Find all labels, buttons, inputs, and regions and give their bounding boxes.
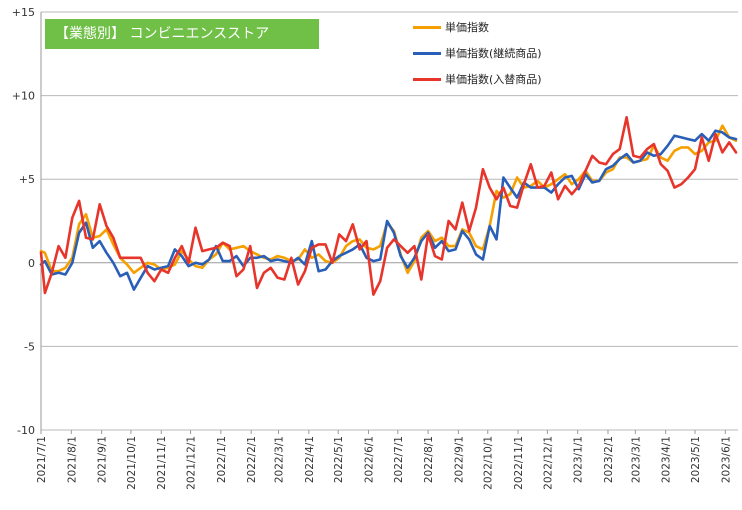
series-lines: [39, 116, 738, 296]
chart-title: 【業態別】 コンビニエンスストア: [45, 19, 319, 49]
x-tick-label: 2022/4/1: [304, 436, 316, 483]
x-tick-label: 2022/8/1: [423, 436, 435, 483]
legend-item-continuing-products: 単価指数(継続商品): [413, 40, 542, 66]
legend-label: 単価指数(入替商品): [445, 73, 542, 86]
x-tick-label: 2023/4/1: [661, 436, 673, 483]
x-tick-label: 2022/11/1: [513, 436, 525, 490]
x-tick-label: 2021/10/1: [126, 436, 138, 490]
x-tick-label: 2022/2/1: [246, 436, 258, 483]
grid-lines: [41, 11, 738, 431]
x-tick-label: 2022/5/1: [333, 436, 345, 483]
y-tick-label: 0: [28, 257, 35, 270]
x-tick-label: 2023/6/1: [720, 436, 732, 483]
legend-swatch: [413, 77, 441, 81]
x-tick-label: 2021/7/1: [36, 436, 48, 483]
x-tick-label: 2021/8/1: [66, 436, 78, 483]
legend-label: 単価指数(継続商品): [445, 47, 542, 60]
x-tick-label: 2021/12/1: [186, 436, 198, 490]
y-tick-labels: +15 +10 +5 0 -5 -10: [12, 6, 35, 437]
x-tick-label: 2021/11/1: [156, 436, 168, 490]
x-tick-label: 2022/12/1: [542, 436, 554, 490]
x-tick-label: 2022/9/1: [453, 436, 465, 483]
x-tick-label: 2023/2/1: [603, 436, 615, 483]
legend-swatch: [413, 25, 441, 29]
x-tick-label: 2022/10/1: [483, 436, 495, 490]
x-tick-label: 2022/1/1: [216, 436, 228, 483]
y-tick-label: +15: [12, 6, 35, 19]
y-tick-label: -10: [17, 424, 35, 437]
series-continuing-products: [39, 129, 738, 291]
legend-item-unit-price-index: 単価指数: [413, 14, 542, 40]
legend-swatch: [413, 51, 441, 55]
legend: 単価指数 単価指数(継続商品) 単価指数(入替商品): [413, 14, 542, 92]
x-tick-label: 2022/6/1: [363, 436, 375, 483]
x-tick-label: 2023/3/1: [630, 436, 642, 483]
x-tick-label: 2022/7/1: [393, 436, 405, 483]
x-tick-label: 2023/5/1: [690, 436, 702, 483]
y-tick-label: +10: [12, 90, 35, 103]
axes: [40, 12, 726, 434]
series-replaced-products: [39, 116, 738, 296]
x-tick-label: 2021/9/1: [97, 436, 109, 483]
x-tick-label: 2023/1/1: [573, 436, 585, 483]
y-tick-label: -5: [24, 340, 35, 353]
legend-label: 単価指数: [445, 21, 489, 34]
legend-item-replaced-products: 単価指数(入替商品): [413, 66, 542, 92]
x-tick-labels: 2021/7/1 2021/8/1 2021/9/1 2021/10/1 2021/11…: [36, 436, 732, 490]
y-tick-label: +5: [19, 173, 35, 186]
x-tick-label: 2022/3/1: [274, 436, 286, 483]
